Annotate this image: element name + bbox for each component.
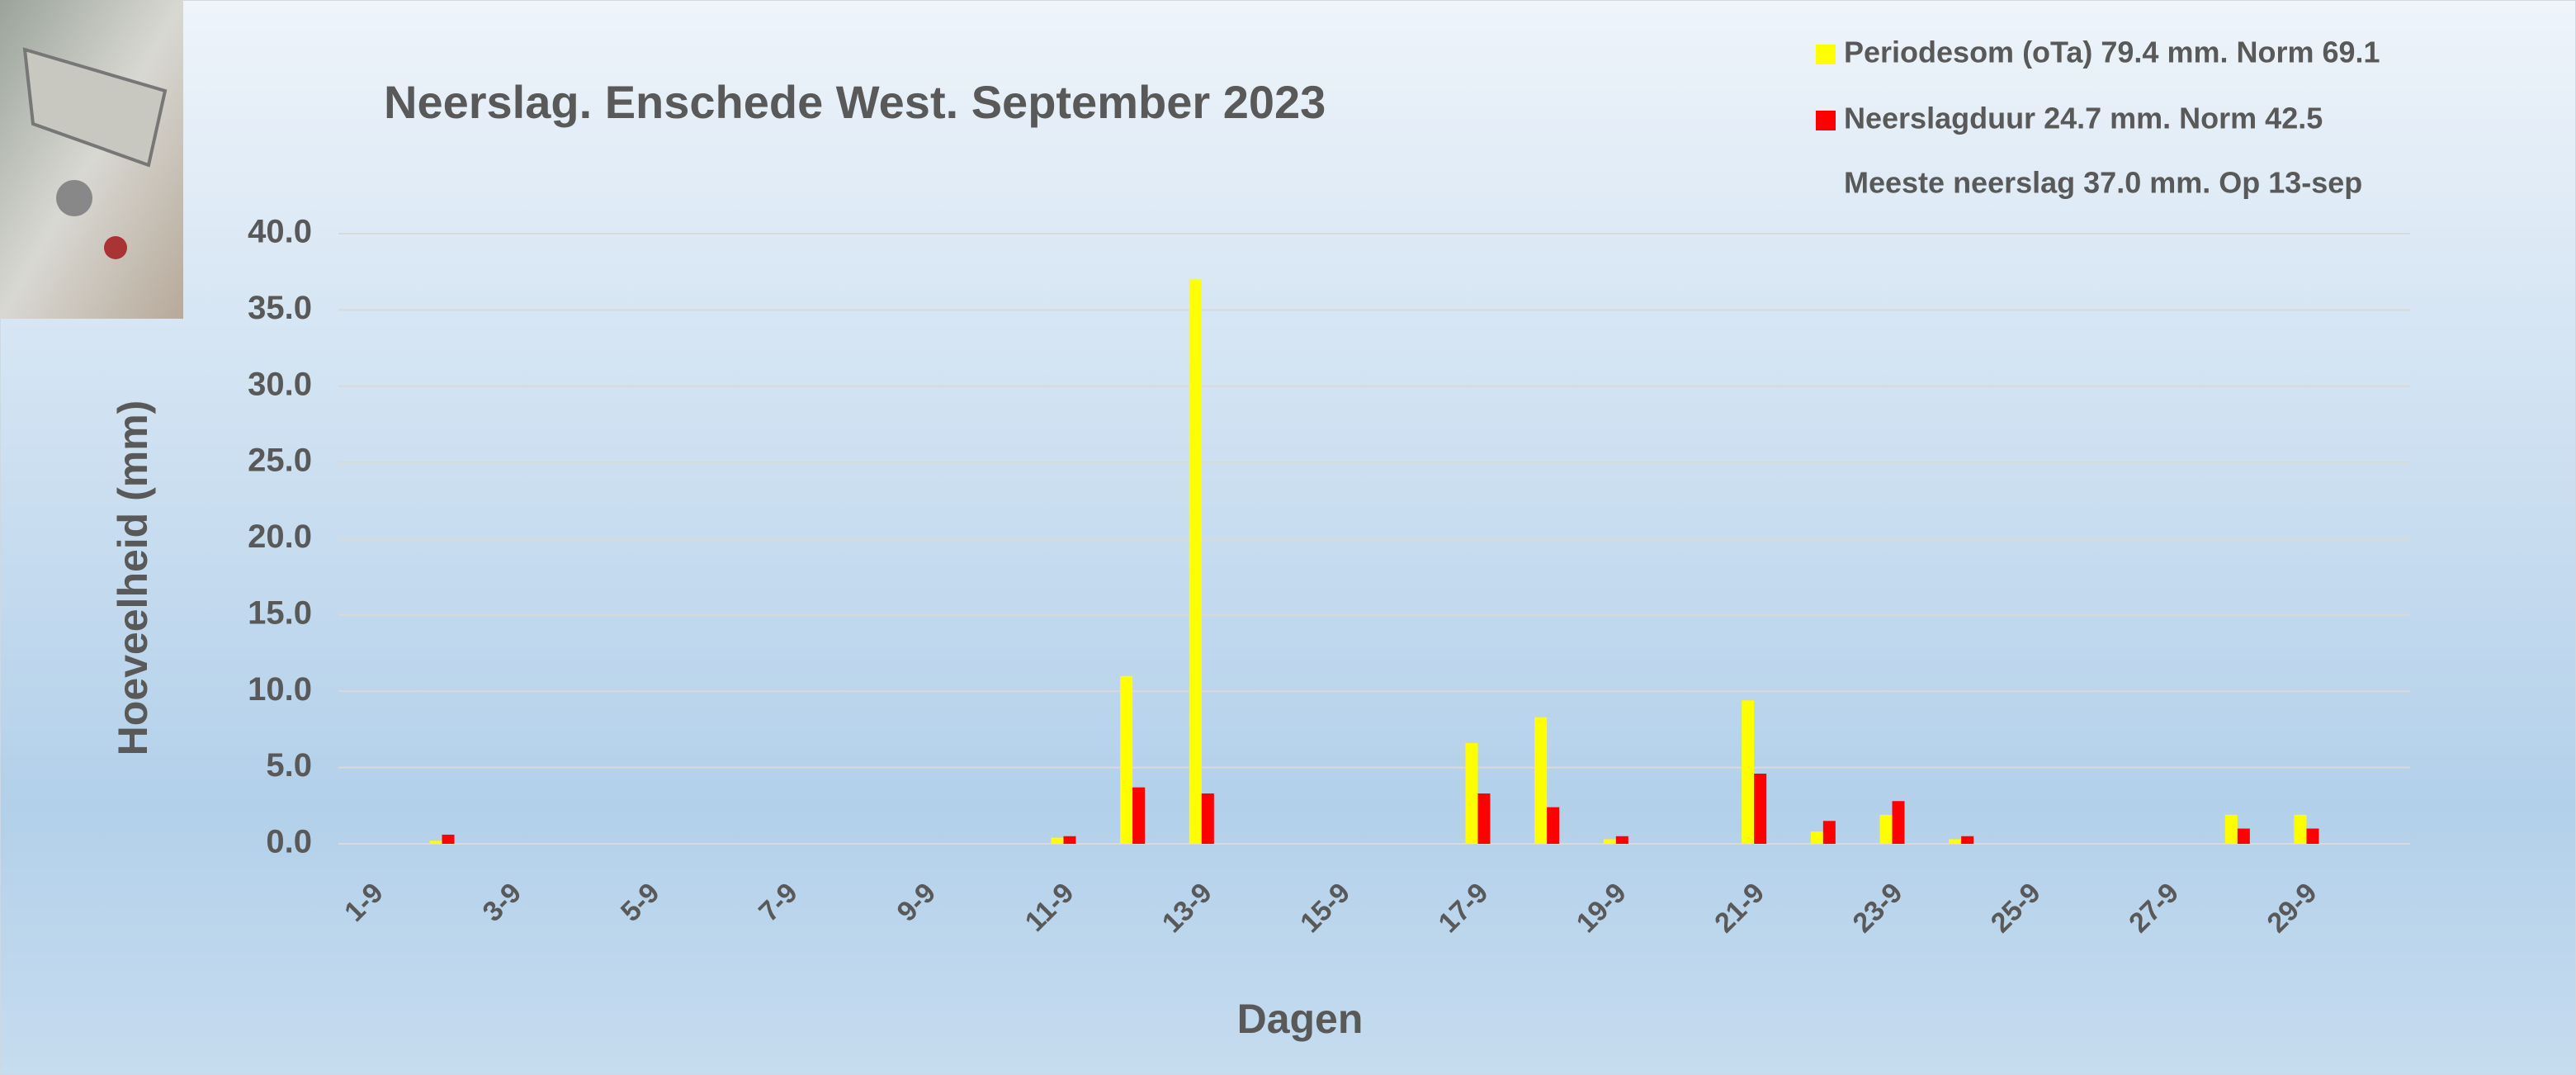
bar <box>442 834 455 844</box>
chart-title: Neerslag. Enschede West. September 2023 <box>384 76 1326 128</box>
y-tick-label: 0.0 <box>266 824 312 860</box>
bar <box>1754 774 1767 844</box>
legend-label: Neerslagduur 24.7 mm. Norm 42.5 <box>1844 102 2323 135</box>
bar <box>1742 700 1755 844</box>
photo-detail <box>104 236 127 259</box>
bar <box>1534 717 1548 844</box>
x-axis-label: Dagen <box>1237 996 1364 1042</box>
bar <box>1603 839 1616 844</box>
bar <box>2294 814 2307 844</box>
annotation: Meeste neerslag 37.0 mm. Op 13-sep <box>1844 166 2362 200</box>
bar <box>1949 839 1962 844</box>
y-tick-label: 25.0 <box>248 443 312 479</box>
bar <box>1615 836 1628 844</box>
legend-swatch <box>1816 45 1836 64</box>
bar <box>1961 836 1974 844</box>
bar <box>1051 837 1064 844</box>
y-axis-label: Hoeveelheid (mm) <box>110 400 156 756</box>
bar <box>1120 675 1133 844</box>
y-tick-label: 5.0 <box>266 747 312 784</box>
bar <box>1465 743 1478 844</box>
legend-label: Periodesom (oTa) 79.4 mm. Norm 69.1 <box>1844 36 2380 69</box>
photo-detail <box>56 180 92 216</box>
bar <box>2306 828 2319 844</box>
bar <box>1822 821 1836 844</box>
bar <box>1892 801 1905 844</box>
y-tick-label: 20.0 <box>248 519 312 555</box>
bar <box>1879 814 1893 844</box>
y-tick-label: 40.0 <box>248 214 312 250</box>
bar <box>1063 836 1076 844</box>
bar <box>2224 814 2238 844</box>
bar <box>1547 807 1560 844</box>
legend-swatch <box>1816 111 1836 130</box>
y-tick-label: 30.0 <box>248 366 312 402</box>
photo-detail <box>22 47 168 168</box>
bar <box>1132 787 1146 844</box>
y-tick-label: 10.0 <box>248 671 312 708</box>
bar <box>1810 831 1823 844</box>
y-tick-label: 35.0 <box>248 290 312 326</box>
y-tick-label: 15.0 <box>248 594 312 631</box>
bar <box>1189 279 1202 844</box>
bar <box>2237 828 2250 844</box>
bar <box>429 841 442 844</box>
bar <box>1477 793 1491 844</box>
bar <box>1201 793 1214 844</box>
station-photo <box>0 0 183 319</box>
